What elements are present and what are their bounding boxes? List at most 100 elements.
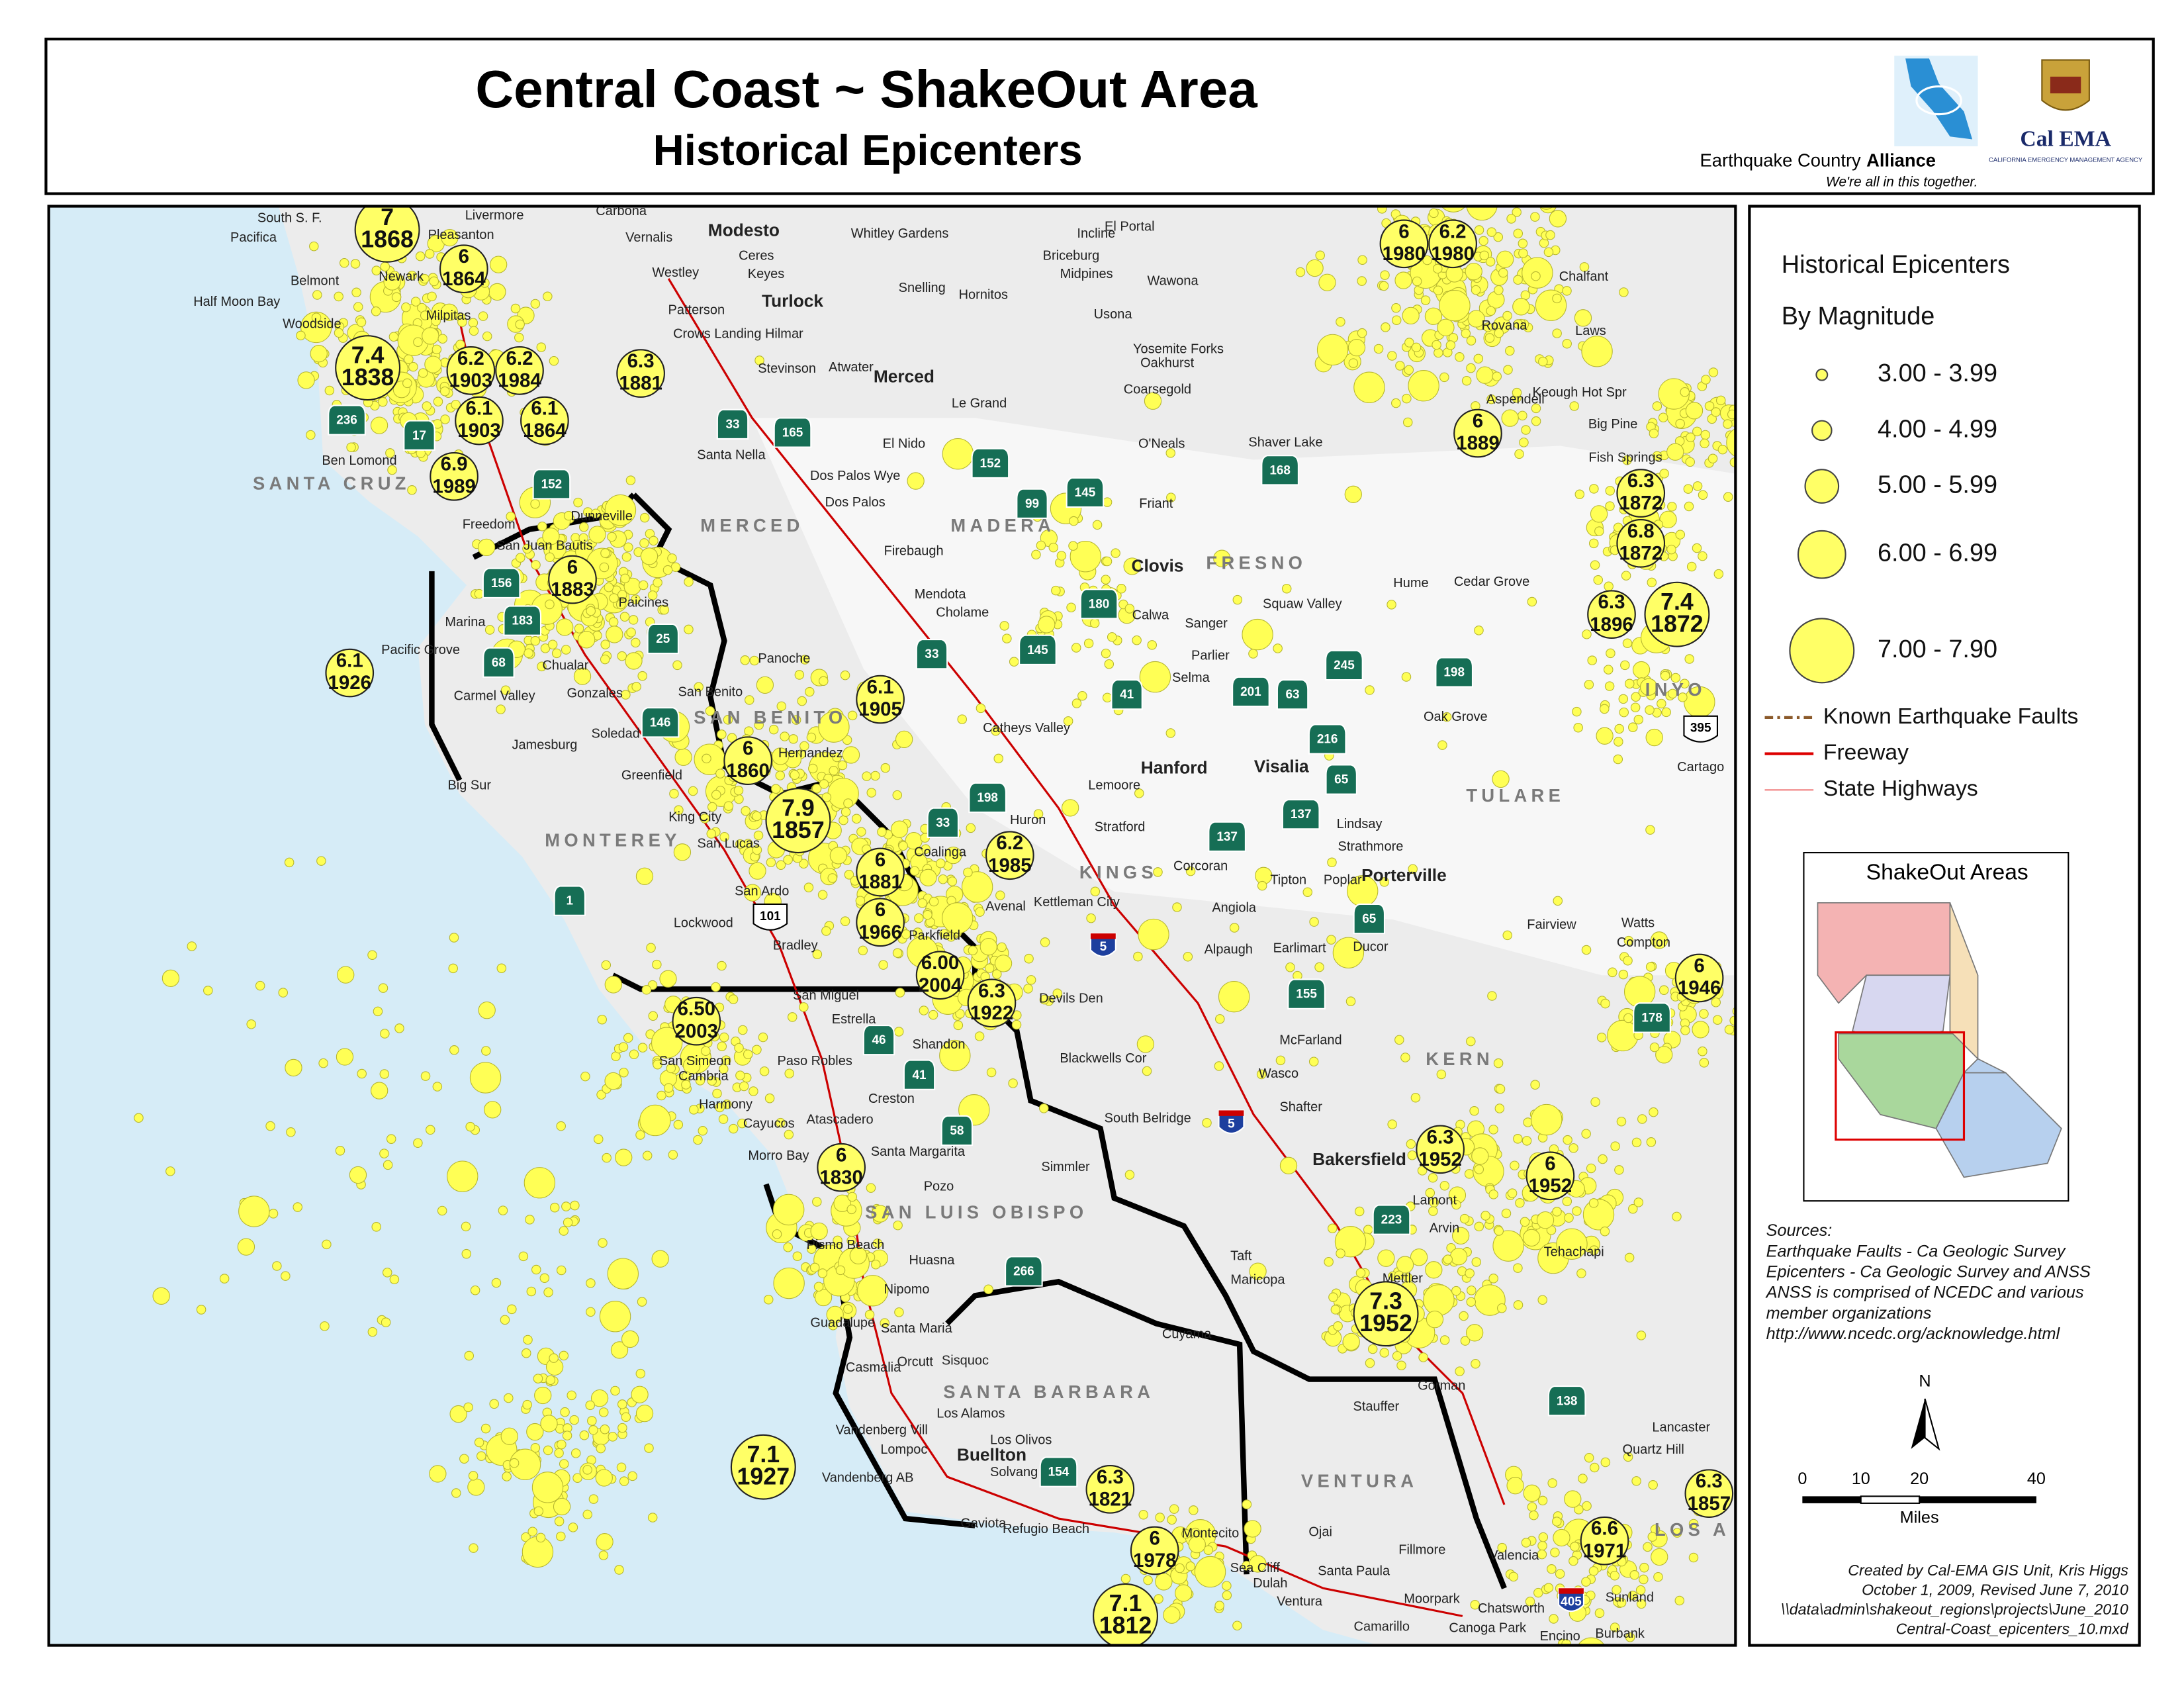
epicenter-dot [351, 287, 361, 298]
epicenter-dot [728, 1123, 739, 1134]
epicenter-dot [604, 976, 622, 994]
epicenter-dot [585, 1400, 595, 1411]
highway-number: 1 [567, 894, 574, 908]
epicenter-year: 1989 [432, 475, 476, 497]
city-label: Fillmore [1398, 1543, 1445, 1558]
epicenter-dot [1155, 1513, 1165, 1523]
source-line: Epicenters - Ca Geologic Survey and ANSS [1766, 1262, 2091, 1281]
epicenter-dot [833, 1235, 842, 1246]
epicenter-dot [322, 1239, 332, 1250]
epicenter-dot [1214, 1601, 1224, 1611]
epicenter-dot [946, 931, 956, 942]
epicenter-dot [835, 1265, 846, 1276]
epicenter-dot [1474, 626, 1484, 635]
state-shield [1353, 903, 1386, 935]
epicenter-dot [1314, 962, 1324, 972]
epicenter-dot [559, 1459, 569, 1469]
epicenter-dot [1501, 409, 1519, 427]
epicenter-dot [1391, 303, 1401, 313]
epicenter-year: 2004 [919, 974, 962, 996]
epicenter-dot [807, 763, 818, 774]
county-label: SANTA CRUZ [253, 473, 410, 494]
epicenter-dot [1522, 1229, 1541, 1246]
epicenter-dot [401, 302, 411, 312]
highway-number: 154 [1048, 1466, 1069, 1479]
epicenter-dot [470, 1285, 480, 1295]
epicenter-dot [698, 1126, 708, 1136]
epicenter-dot [1387, 351, 1397, 361]
epicenter-dot [1466, 1036, 1476, 1047]
epicenter-dot [799, 655, 810, 665]
epicenter-dot [334, 328, 344, 338]
city-label: Soledad [592, 726, 640, 741]
epicenter-year: 1881 [858, 871, 902, 893]
major-epicenter [548, 555, 597, 604]
city-label: Solvang [990, 1465, 1038, 1479]
epicenter-dot [1549, 210, 1567, 228]
city-label: Squaw Valley [1263, 597, 1342, 612]
city-label: Shafter [1279, 1100, 1322, 1114]
epicenter-dot [842, 746, 860, 764]
epicenter-dot [1512, 387, 1522, 398]
epicenter-dot [1590, 560, 1600, 570]
city-label: Fish Springs [1589, 451, 1662, 465]
epicenter-magnitude: 6 [1473, 410, 1483, 432]
city-label: Morro Bay [748, 1149, 809, 1163]
epicenter-dot [791, 715, 801, 725]
epicenter-year: 1857 [1688, 1493, 1731, 1515]
epicenter-dot [556, 1265, 567, 1276]
epicenter-dot [841, 807, 851, 817]
epicenter-dot [413, 337, 423, 347]
epicenter-dot [599, 562, 610, 573]
epicenter-dot [537, 661, 547, 672]
epicenter-dot [1306, 259, 1324, 277]
city-label: Firebaugh [884, 544, 944, 559]
epicenter-dot [1387, 1119, 1397, 1129]
highway-number: 245 [1334, 659, 1355, 673]
epicenter-dot [1242, 1499, 1252, 1509]
epicenter-dot [521, 1532, 531, 1542]
epicenter-dot [433, 397, 443, 406]
epicenter-dot [1672, 1528, 1682, 1538]
major-epicenter [439, 244, 488, 294]
state-shield [1005, 1256, 1043, 1287]
city-label: Carmel Valley [454, 689, 535, 704]
epicenter-dot [534, 1386, 552, 1405]
epicenter-dot [521, 1348, 531, 1358]
epicenter-dot [821, 926, 831, 936]
epicenter-magnitude: 6.1 [867, 676, 894, 698]
county-label: KINGS [1079, 862, 1158, 882]
epicenter-dot [459, 1454, 469, 1464]
epicenter-dot [659, 604, 670, 615]
epicenter-dot [502, 1472, 512, 1481]
epicenter-dot [1604, 665, 1614, 675]
epicenter-dot [553, 1497, 571, 1516]
epicenter-dot [1437, 318, 1455, 336]
epicenter-dot [1165, 728, 1176, 738]
legend-label: 7.00 - 7.90 [1878, 635, 1997, 663]
epicenter-dot [394, 1023, 404, 1033]
county-label: VENTURA [1301, 1471, 1418, 1491]
epicenter-dot [1486, 306, 1496, 316]
city-label: Big Sur [447, 778, 491, 792]
epicenter-dot [547, 639, 558, 650]
epicenter-dot [619, 612, 630, 622]
epicenter-dot [561, 645, 571, 655]
city-label: Pacific Grove [381, 643, 460, 657]
epicenter-dot [1608, 967, 1617, 978]
major-epicenter [520, 396, 569, 445]
epicenter-dot [600, 639, 610, 649]
epicenter-dot [531, 560, 541, 570]
epicenter-year: 1821 [1089, 1488, 1132, 1510]
epicenter-dot [1569, 1556, 1578, 1566]
epicenter-dot [1002, 633, 1012, 643]
epicenter-dot [997, 942, 1007, 953]
epicenter-dot [1062, 799, 1079, 817]
city-label: Huron [1010, 813, 1046, 827]
epicenter-dot [1604, 581, 1614, 592]
major-epicenter [1674, 953, 1724, 1003]
epicenter-dot [803, 882, 814, 892]
epicenter-dot [942, 438, 974, 470]
epicenter-dot [615, 1149, 633, 1166]
epicenter-dot [1484, 333, 1495, 343]
